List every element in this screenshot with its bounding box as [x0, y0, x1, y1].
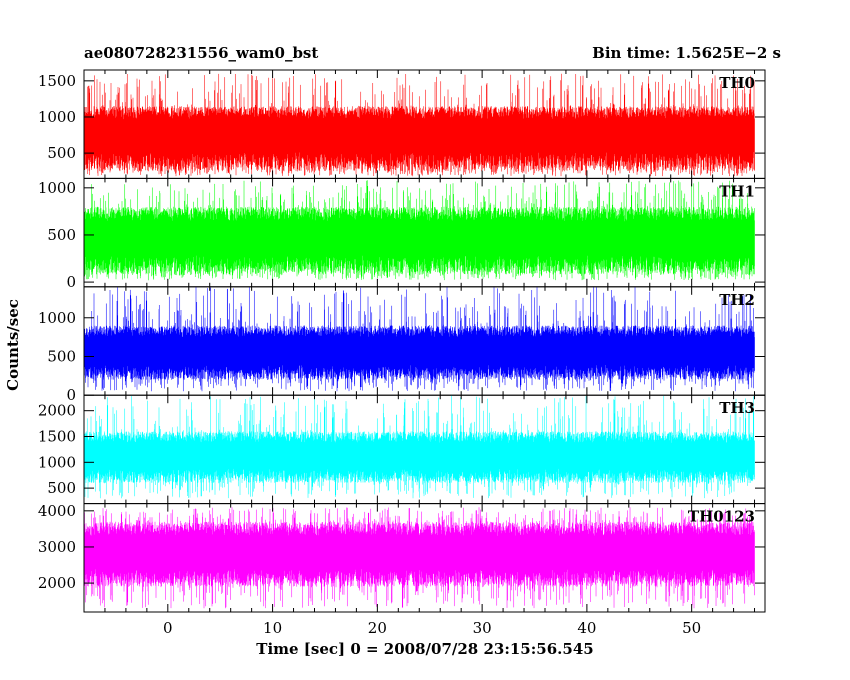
panels-group: 500 1000 1500 TH0 0 500 1000 TH1 0 500 1000 TH2 500 1…: [38, 69, 766, 613]
y-tick-label: 2000: [38, 402, 76, 420]
y-tick-label: 500: [47, 226, 76, 244]
panel-label: TH0123: [688, 508, 755, 526]
panel-th2: 0 500 1000 TH2: [38, 286, 766, 404]
x-tick-label: 0: [163, 619, 173, 637]
panel-frame: [83, 503, 766, 613]
y-tick-label: 1000: [38, 309, 76, 327]
panel-label: TH1: [719, 182, 755, 200]
x-tick-label: 10: [263, 619, 282, 637]
x-axis: 0 10 20 30 40 50: [163, 619, 701, 637]
x-tick-label: 20: [368, 619, 387, 637]
series-th1: [83, 180, 755, 281]
x-tick-label: 40: [577, 619, 596, 637]
y-tick-label: 500: [47, 347, 76, 365]
x-tick-label: 30: [473, 619, 492, 637]
y-tick-label: 0: [66, 386, 76, 404]
y-tick-label: 0: [66, 273, 76, 291]
y-tick-label: 4000: [38, 502, 76, 520]
panel-th0: 500 1000 1500 TH0: [38, 69, 766, 179]
panel-label: TH0: [719, 74, 755, 92]
series-th3: [83, 395, 755, 499]
panel-th3: 500 1000 1500 2000 TH3: [38, 394, 766, 505]
y-tick-label: 1500: [38, 427, 76, 445]
chart-title-right: Bin time: 1.5625E−2 s: [592, 44, 781, 62]
y-tick-label: 1000: [38, 108, 76, 126]
y-tick-label: 500: [47, 479, 76, 497]
series-th2: [83, 286, 755, 392]
chart-title-left: ae080728231556_wam0_bst: [84, 44, 318, 62]
panel-label: TH3: [719, 399, 755, 417]
y-tick-label: 1000: [38, 179, 76, 197]
panel-th0123: 2000 3000 4000 TH0123: [38, 502, 766, 613]
x-tick-label: 50: [682, 619, 701, 637]
y-tick-label: 3000: [38, 538, 76, 556]
y-tick-label: 500: [47, 144, 76, 162]
y-tick-label: 2000: [38, 574, 76, 592]
y-tick-label: 1500: [38, 72, 76, 90]
series-th0123: [83, 507, 755, 609]
x-axis-label: Time [sec] 0 = 2008/07/28 23:15:56.545: [256, 640, 593, 658]
y-tick-label: 1000: [38, 453, 76, 471]
panel-th1: 0 500 1000 TH1: [38, 177, 766, 291]
panel-label: TH2: [719, 291, 755, 309]
series-th0: [83, 73, 755, 177]
y-axis-label: Counts/sec: [4, 299, 22, 391]
